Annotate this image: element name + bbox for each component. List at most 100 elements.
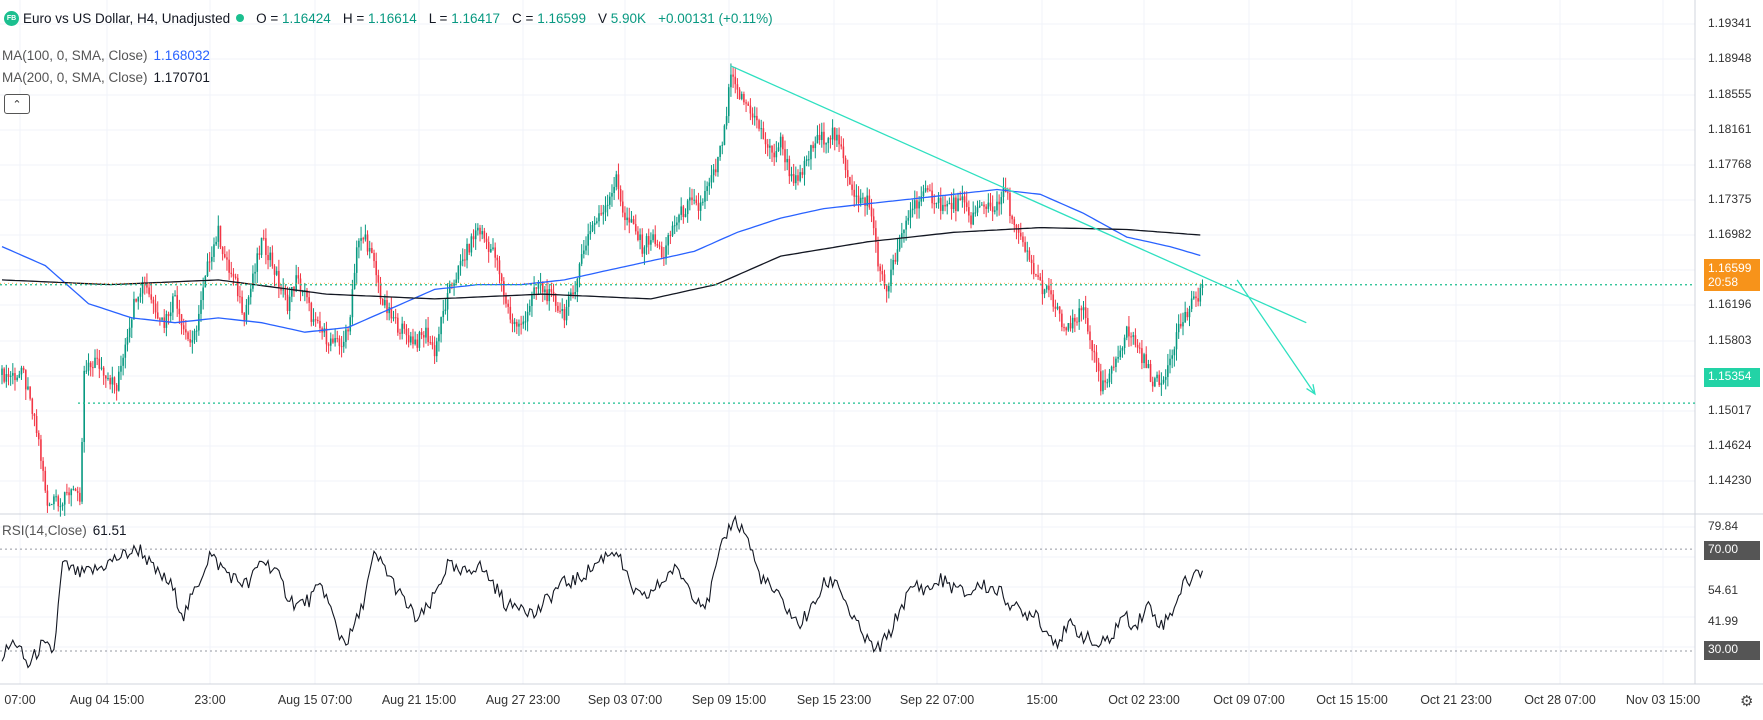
candle-body (957, 198, 959, 211)
candle-body (178, 308, 181, 315)
candle-body (896, 249, 899, 262)
candle-body (96, 357, 98, 359)
candle-body (189, 339, 191, 343)
support-level-tag[interactable]: 1.15354 (1704, 368, 1760, 387)
candle-body (946, 204, 949, 207)
candle-body (130, 319, 133, 328)
candle-body (1013, 219, 1016, 225)
candle-body (392, 317, 395, 319)
candle-body (217, 225, 220, 242)
candle-body (576, 278, 579, 292)
candle-body (836, 134, 838, 141)
candle-body (656, 244, 659, 246)
candle-body (275, 270, 278, 275)
candle-body (903, 229, 905, 234)
candle-body (1190, 298, 1193, 309)
candle-body (174, 295, 176, 297)
candle-body (1043, 289, 1046, 295)
candle-body (782, 136, 784, 150)
candle-body (1186, 311, 1189, 318)
candle-body (864, 197, 866, 206)
candle-body (1149, 364, 1152, 382)
candle-body (550, 289, 553, 292)
candle-body (952, 197, 955, 210)
ohlc-open: O = 1.16424 (256, 10, 331, 26)
candle-body (535, 287, 538, 289)
candle-body (1093, 350, 1096, 353)
ohlc-close: C = 1.16599 (512, 10, 586, 26)
candle-body (1197, 298, 1199, 302)
ma100-legend[interactable]: MA(100, 0, SMA, Close) 1.168032 (2, 48, 210, 63)
candle-body (1087, 318, 1089, 332)
collapse-legend-button[interactable]: ⌃ (4, 94, 30, 114)
candle-body (1071, 317, 1074, 329)
candle-body (223, 254, 226, 258)
candle-body (909, 210, 912, 218)
candle-body (1089, 331, 1091, 341)
candle-body (496, 257, 499, 261)
candle-body (241, 296, 243, 313)
time-axis-label: Aug 21 15:00 (381, 693, 457, 707)
candle-body (1195, 296, 1197, 299)
candle-body (708, 182, 711, 187)
candle-body (799, 172, 801, 181)
candle-body (306, 289, 308, 298)
candle-body (336, 338, 339, 340)
candle-body (849, 177, 851, 185)
candle-body (561, 309, 564, 312)
candle-body (1201, 284, 1204, 288)
candle-body (412, 336, 414, 345)
candle-body (371, 247, 373, 253)
candle-body (842, 146, 845, 159)
rsi-legend[interactable]: RSI(14,Close) 61.51 (2, 523, 127, 538)
candle-body (959, 198, 962, 200)
candle-body (805, 159, 808, 161)
current-price-tag[interactable]: 1.16599 20:58 (1704, 259, 1760, 291)
candle-body (245, 304, 248, 321)
candle-body (682, 206, 685, 218)
candle-body (293, 286, 295, 292)
candle-body (691, 197, 693, 201)
candle-body (1102, 380, 1104, 392)
candle-body (422, 334, 425, 338)
candle-body (366, 234, 369, 252)
candle-body (297, 275, 300, 279)
candle-body (883, 274, 886, 286)
candle-body (470, 236, 473, 253)
candle-body (797, 175, 799, 181)
gear-icon[interactable]: ⚙ (1740, 693, 1754, 710)
candle-body (455, 279, 458, 284)
candle-body (574, 291, 576, 295)
candle-body (546, 289, 548, 302)
candle-body (59, 506, 62, 508)
candle-body (1173, 349, 1176, 356)
candle-body (1132, 335, 1135, 337)
candle-body (548, 289, 551, 302)
candle-body (442, 311, 445, 318)
candle-body (831, 127, 834, 140)
candle-body (987, 202, 990, 209)
candle-body (1069, 323, 1072, 329)
candle-body (42, 460, 44, 471)
candle-body (301, 291, 304, 293)
candle-body (74, 488, 77, 492)
candle-body (100, 367, 103, 369)
ma200-legend[interactable]: MA(200, 0, SMA, Close) 1.170701 (2, 70, 210, 85)
candle-body (667, 235, 670, 246)
rsi-line (1, 514, 1204, 669)
candle-body (892, 259, 894, 270)
chevron-up-icon: ⌃ (12, 98, 22, 111)
candle-body (650, 240, 652, 245)
candle-body (702, 201, 704, 203)
symbol-legend[interactable]: FB Euro vs US Dollar, H4, Unadjusted O =… (4, 8, 773, 28)
candle-body (319, 320, 321, 329)
symbol-title[interactable]: Euro vs US Dollar, H4, Unadjusted (23, 10, 231, 26)
candle-body (435, 341, 438, 357)
candle-body (898, 238, 901, 250)
candle-body (16, 377, 18, 381)
candle-body (360, 238, 362, 241)
candle-body (840, 144, 843, 147)
candle-body (204, 276, 207, 288)
candle-body (747, 103, 750, 106)
